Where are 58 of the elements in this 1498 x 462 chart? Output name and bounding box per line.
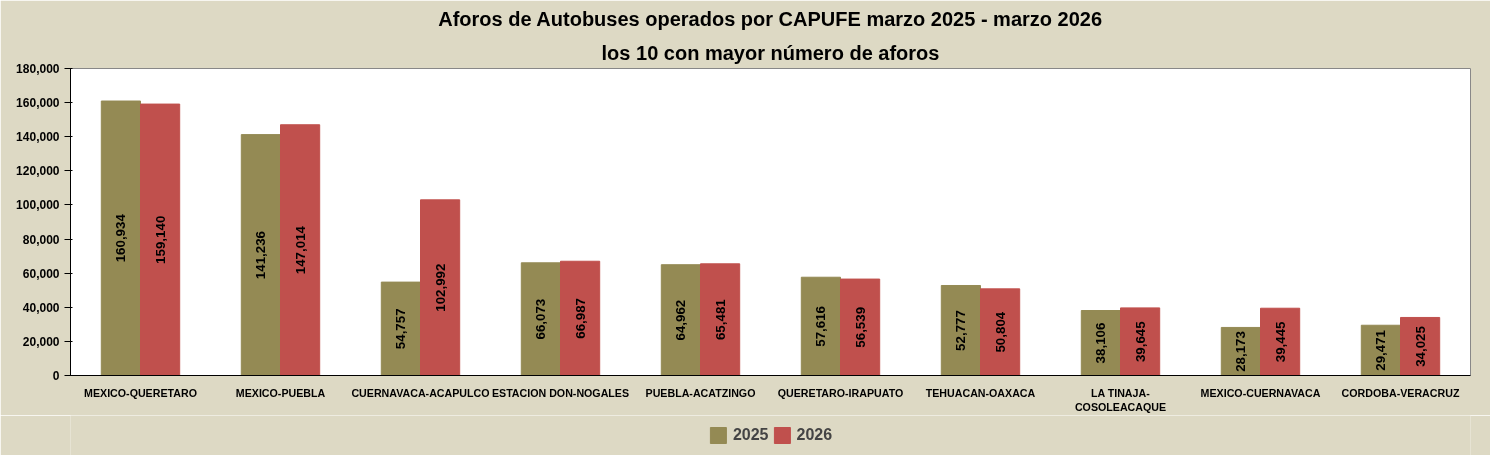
- y-tick-label: 140,000: [16, 130, 60, 145]
- data-label: 50,804: [992, 311, 1008, 353]
- data-label: 102,992: [432, 263, 448, 312]
- data-label: 28,173: [1233, 331, 1249, 372]
- bar: [380, 281, 421, 376]
- bar: [240, 134, 281, 376]
- data-label: 66,987: [572, 297, 588, 339]
- data-label: 38,106: [1093, 322, 1109, 364]
- y-tick-label: 40,000: [22, 300, 60, 315]
- data-label: 147,014: [292, 225, 308, 275]
- data-label: 57,616: [813, 305, 829, 347]
- legend-label: 2025: [732, 426, 769, 444]
- chart-title: Aforos de Autobuses operados por CAPUFE marzo 2025 - marzo 2026: [438, 7, 1103, 30]
- chart-subtitle: los 10 con mayor número de aforos: [601, 41, 940, 64]
- data-label: 65,481: [712, 298, 728, 341]
- data-label: 160,934: [113, 213, 129, 263]
- y-tick-label: 0: [52, 369, 60, 383]
- x-tick-label: MEXICO-PUEBLA: [235, 386, 326, 399]
- data-label: 64,962: [673, 299, 689, 341]
- bar: [800, 276, 841, 376]
- bar: [520, 262, 561, 376]
- data-label: 39,645: [1132, 320, 1148, 363]
- legend-label: 2026: [796, 426, 833, 444]
- bar: [940, 284, 981, 376]
- bar: [700, 263, 741, 376]
- x-tick-label: LA TINAJA-COSOLEACAQUE: [1074, 386, 1167, 413]
- x-tick-label: CORDOBA-VERACRUZ: [1341, 386, 1460, 399]
- data-label: 66,073: [533, 298, 549, 340]
- y-tick-label: 100,000: [16, 198, 60, 213]
- data-label: 56,539: [852, 306, 868, 348]
- bar: [420, 199, 461, 376]
- x-tick-label: ESTACION DON-NOGALES: [491, 386, 630, 399]
- y-tick-label: 180,000: [16, 62, 60, 76]
- x-tick-label: QUERETARO-IRAPUATO: [777, 386, 904, 399]
- y-tick-label: 60,000: [22, 266, 60, 281]
- y-tick-label: 160,000: [16, 96, 60, 111]
- y-tick-label: 80,000: [22, 232, 60, 247]
- bar: [980, 288, 1021, 376]
- y-tick-label: 120,000: [16, 164, 60, 179]
- data-label: 52,777: [953, 310, 969, 351]
- bar: [560, 260, 601, 376]
- x-tick-label: CUERNAVACA-ACAPULCO: [351, 386, 490, 399]
- data-label: 159,140: [152, 215, 168, 264]
- data-label: 34,025: [1412, 325, 1428, 367]
- x-tick-label: MEXICO-QUERETARO: [84, 386, 197, 399]
- data-label: 29,471: [1373, 329, 1389, 371]
- x-tick-label: PUEBLA-ACATZINGO: [645, 386, 756, 399]
- x-tick-label: MEXICO-CUERNAVACA: [1200, 386, 1321, 399]
- bar: [660, 264, 701, 376]
- data-label: 39,445: [1272, 320, 1288, 363]
- bar: [280, 124, 321, 376]
- bar: [140, 103, 181, 376]
- y-tick-label: 20,000: [22, 334, 60, 349]
- x-tick-label: TEHUACAN-OAXACA: [925, 386, 1036, 399]
- bar: [100, 100, 141, 376]
- data-label: 141,236: [253, 230, 269, 280]
- bar: [840, 278, 881, 376]
- data-label: 54,757: [393, 308, 409, 350]
